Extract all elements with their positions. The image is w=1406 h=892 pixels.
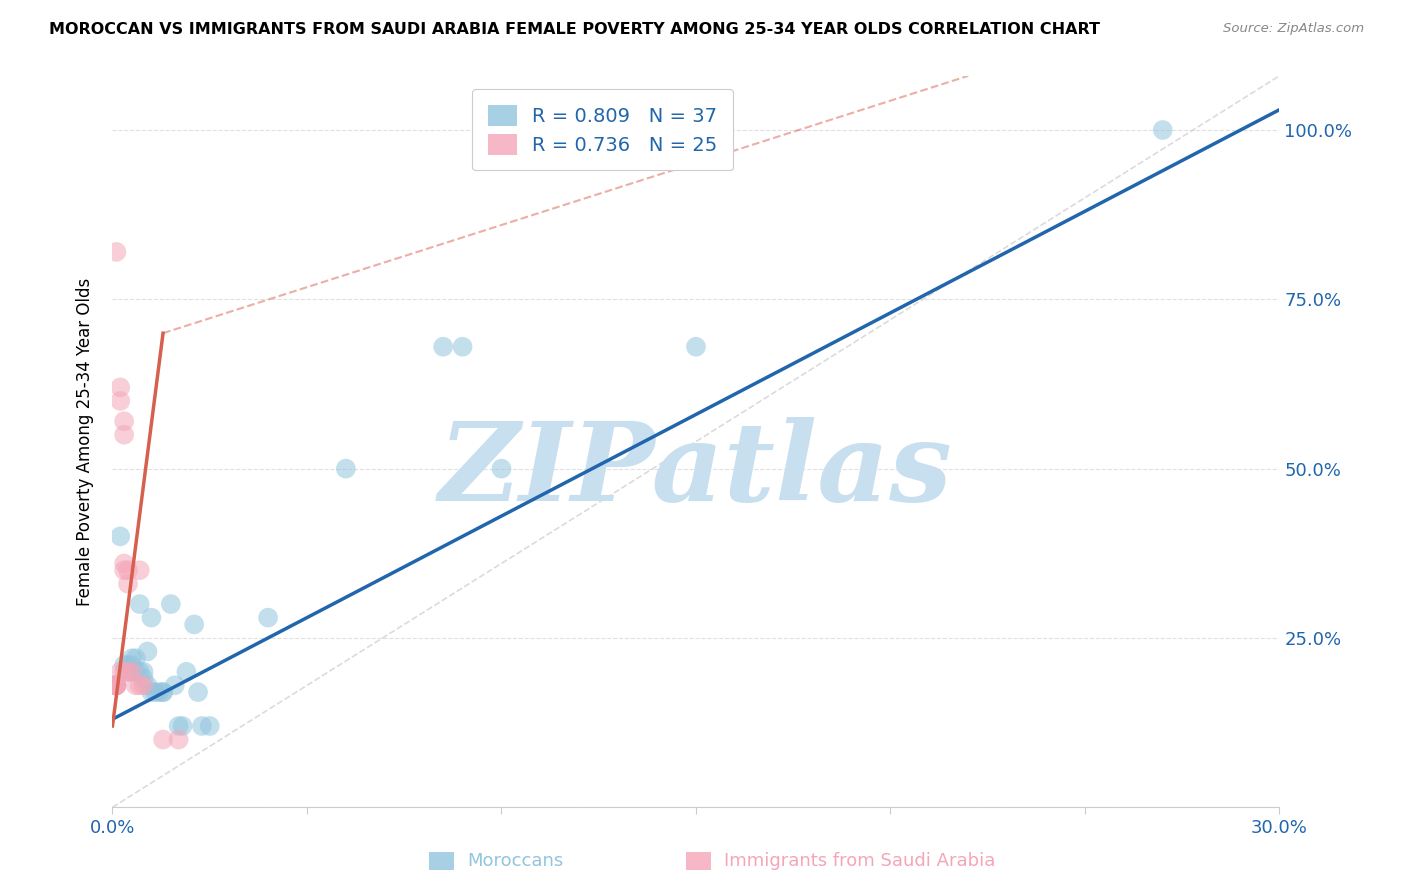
- Point: [128, 678, 150, 692]
- Point: [112, 414, 135, 428]
- Point: [112, 665, 135, 679]
- Point: [105, 678, 128, 692]
- Point: [110, 393, 132, 408]
- Point: [141, 685, 163, 699]
- Legend: R = 0.809   N = 37, R = 0.736   N = 25: R = 0.809 N = 37, R = 0.736 N = 25: [472, 89, 733, 170]
- Point: [491, 461, 513, 475]
- Point: [167, 719, 190, 733]
- Point: [110, 665, 132, 679]
- Point: [125, 651, 148, 665]
- Point: [128, 597, 150, 611]
- Point: [103, 678, 125, 692]
- Point: [136, 644, 159, 658]
- Y-axis label: Female Poverty Among 25-34 Year Olds: Female Poverty Among 25-34 Year Olds: [76, 277, 94, 606]
- Point: [160, 597, 183, 611]
- Point: [117, 665, 139, 679]
- Point: [1152, 123, 1174, 137]
- Point: [121, 651, 143, 665]
- Point: [105, 244, 128, 259]
- Point: [152, 685, 174, 699]
- Point: [110, 529, 132, 543]
- Point: [152, 732, 174, 747]
- Point: [112, 563, 135, 577]
- Point: [117, 658, 139, 673]
- Point: [117, 665, 139, 679]
- Point: [167, 732, 190, 747]
- Point: [112, 557, 135, 571]
- Text: Source: ZipAtlas.com: Source: ZipAtlas.com: [1223, 22, 1364, 36]
- Text: MOROCCAN VS IMMIGRANTS FROM SAUDI ARABIA FEMALE POVERTY AMONG 25-34 YEAR OLDS CO: MOROCCAN VS IMMIGRANTS FROM SAUDI ARABIA…: [49, 22, 1101, 37]
- Point: [141, 610, 163, 624]
- Point: [121, 665, 143, 679]
- Point: [117, 563, 139, 577]
- Point: [198, 719, 221, 733]
- Point: [105, 678, 128, 692]
- Point: [432, 340, 454, 354]
- Point: [103, 678, 125, 692]
- Text: ZIPatlas: ZIPatlas: [439, 417, 953, 524]
- Text: Moroccans: Moroccans: [467, 852, 562, 870]
- Point: [128, 563, 150, 577]
- Point: [132, 678, 155, 692]
- Point: [112, 658, 135, 673]
- Point: [125, 678, 148, 692]
- Point: [132, 665, 155, 679]
- Point: [685, 340, 707, 354]
- Point: [136, 678, 159, 692]
- Point: [105, 678, 128, 692]
- Point: [105, 678, 128, 692]
- Point: [191, 719, 214, 733]
- Point: [132, 672, 155, 686]
- Point: [143, 685, 166, 699]
- Point: [187, 685, 209, 699]
- Point: [257, 610, 280, 624]
- Point: [335, 461, 357, 475]
- Point: [148, 685, 170, 699]
- Point: [117, 576, 139, 591]
- Point: [125, 665, 148, 679]
- Point: [128, 665, 150, 679]
- Point: [110, 380, 132, 394]
- Point: [172, 719, 194, 733]
- Point: [121, 658, 143, 673]
- Point: [163, 678, 186, 692]
- Text: Immigrants from Saudi Arabia: Immigrants from Saudi Arabia: [724, 852, 995, 870]
- Point: [152, 685, 174, 699]
- Point: [176, 665, 198, 679]
- Point: [105, 678, 128, 692]
- Point: [451, 340, 474, 354]
- Point: [183, 617, 205, 632]
- Point: [112, 427, 135, 442]
